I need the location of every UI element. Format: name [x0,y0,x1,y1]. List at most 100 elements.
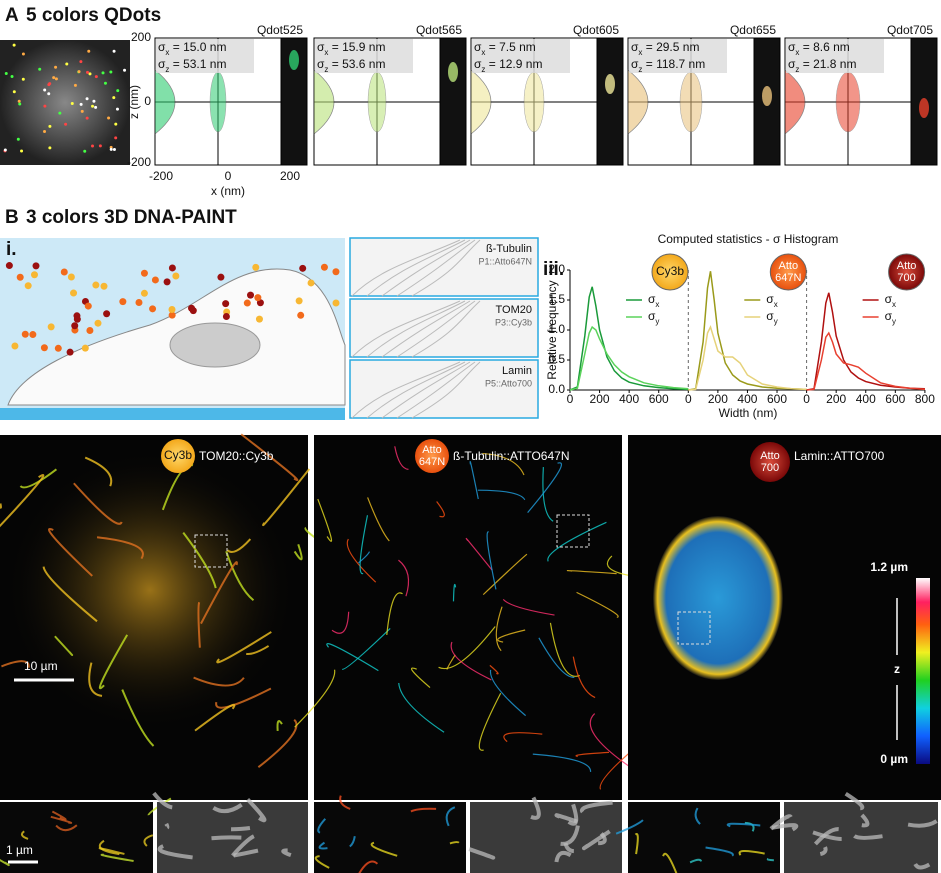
x-tick-label: 0 [803,392,810,406]
molecule [11,342,19,350]
qdot-spot [47,92,51,96]
image-label: ß-Tubulin::ATTO647N [453,449,569,463]
mito-glow [5,450,295,730]
dye-badge [750,442,790,482]
filament [486,531,497,590]
panel-letter: B [5,207,19,228]
structure-sketch [351,239,461,297]
subscript: z [795,65,799,74]
filament [294,669,336,728]
y-tick-label: 0.0 [548,382,565,396]
value-text: = 29.5 nm [642,40,699,54]
subscript: x [892,300,896,309]
value-text: = 53.1 nm [169,57,226,71]
filament [495,606,503,652]
x-tick-label: 800 [915,392,935,406]
label-bg [156,39,254,73]
filament [482,452,525,476]
localization-cloud [523,71,545,133]
qdot-spot [91,104,95,108]
molecule [252,263,260,271]
y-axis-label: Relative frequency [545,280,559,379]
qdot-spot [94,105,98,109]
filament [367,497,390,542]
value-text: = 53.6 nm [328,57,385,71]
filament [438,626,496,670]
sigma-z-label: σz = 53.1 nm [158,57,226,73]
target-label: Lamin [502,365,532,377]
inset-structure [231,834,255,857]
legend-label: σx [648,292,659,308]
subscript: z [638,65,642,74]
roi-box [677,611,711,645]
filament [346,538,377,583]
molecule [119,298,127,306]
qdot-spot [43,88,47,92]
qdot-spot [103,81,107,85]
panel-letter: A [5,5,19,26]
qdot-name: Qdot655 [730,23,776,37]
panel-title: 3 colors 3D DNA-PAINT [26,207,237,228]
inset-structure [694,807,701,825]
side-distribution [784,69,806,135]
filament [276,720,283,731]
sigma-x-label: σx = 8.6 nm [788,40,850,56]
structure-sketch [396,239,476,297]
image-label: Lamin::ATTO700 [794,449,885,463]
filament [257,718,298,769]
filament [317,498,333,542]
inset-structure [766,857,774,862]
symbol: σ [158,57,166,71]
qdot-spot [12,90,16,94]
filament [182,532,217,589]
sr-inset [314,802,466,873]
qdot-spot [79,102,83,106]
molecule [168,264,176,272]
filament [436,501,445,518]
molecule [135,298,143,306]
molecule [332,268,340,276]
subscript: z [324,65,328,74]
inset-structure [339,795,351,810]
inset-structure [554,850,572,863]
subscript: y [774,317,778,326]
filament [262,468,311,527]
molecule [149,305,157,313]
molecule [70,289,78,297]
molecule [103,310,111,318]
molecule [29,331,37,339]
roi-box [194,534,228,568]
qdot-spot [48,124,52,128]
inset-structure [147,797,172,816]
qdot-spot [64,122,68,126]
qdot-spot [92,99,96,103]
molecule [67,273,75,281]
symbol: σ [474,57,482,71]
sigma-z-label: σz = 53.6 nm [317,57,385,73]
inset-structure [468,847,496,860]
subscript: y [892,317,896,326]
legend-label: σy [766,309,777,325]
filament [98,634,129,690]
filament [532,753,592,772]
structure-sketch [411,300,481,358]
roi-box [556,514,590,548]
sr-inset [628,802,780,873]
legend-label: σx [885,292,896,308]
inset-structure [246,797,267,823]
molecule [254,294,262,302]
molecule [172,272,180,280]
inset-structure [662,852,678,873]
filament [73,482,123,525]
qdot-spot [88,72,92,76]
filament [452,583,457,602]
inset-structure [231,826,251,832]
filament [482,553,528,596]
filament [502,598,555,616]
filament [48,528,93,577]
dye-label: 647N [775,272,801,284]
inset-structure [705,846,734,857]
qdot-spot [54,77,58,81]
molecule [21,330,29,338]
